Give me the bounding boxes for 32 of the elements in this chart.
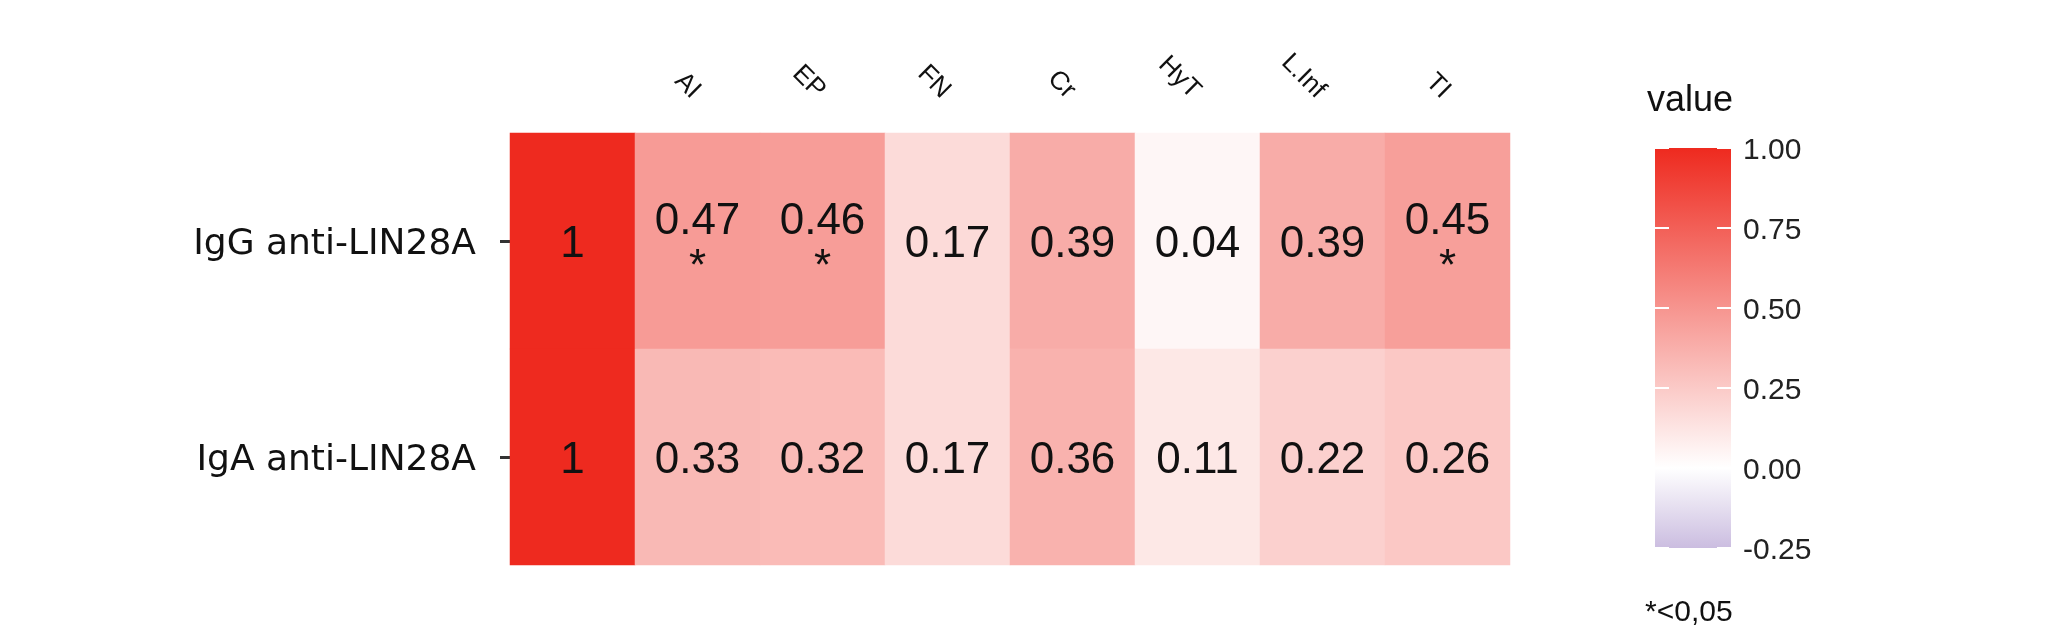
- x-tick-label: FN: [912, 57, 959, 104]
- color-bar-label: 0.25: [1743, 371, 1802, 405]
- x-tick-label: TI: [1420, 66, 1459, 104]
- data-label: 0.47 *: [654, 193, 741, 289]
- y-tick-label: IgA anti-LIN28A: [196, 436, 477, 478]
- color-bar-label: 0.00: [1743, 451, 1802, 485]
- data-label: 0.33: [654, 432, 741, 482]
- color-bar-label: -0.25: [1743, 531, 1812, 565]
- data-label: 0.32: [779, 432, 866, 482]
- data-label: 0.45 *: [1404, 193, 1491, 289]
- data-label: 1: [560, 432, 585, 482]
- data-label: 0.26: [1404, 432, 1491, 482]
- x-tick-label: HyT: [1153, 48, 1209, 104]
- data-label: 0.17: [904, 216, 991, 266]
- data-label: 0.22: [1279, 432, 1366, 482]
- x-tick-label: AI: [669, 65, 709, 104]
- data-label: 0.11: [1156, 432, 1239, 482]
- color-bar-label: 0.50: [1743, 291, 1802, 325]
- data-label: 0.17: [904, 432, 991, 482]
- color-bar-title: value: [1647, 77, 1734, 119]
- data-label: 1: [560, 216, 585, 266]
- data-label: 0.46 *: [779, 193, 866, 289]
- x-tick-label: EP: [787, 57, 834, 104]
- data-label: 0.36: [1029, 432, 1116, 482]
- data-label: 0.04: [1154, 216, 1241, 266]
- color-bar-label: 0.75: [1743, 211, 1802, 245]
- data-label: 0.39: [1029, 216, 1116, 266]
- y-tick-label: IgG anti-LIN28A: [193, 220, 477, 262]
- data-label: 0.39: [1279, 216, 1366, 266]
- x-tick-label: Cr: [1042, 63, 1084, 104]
- text: *<0,05: [1645, 593, 1733, 627]
- color-bar-label: 1.00: [1743, 131, 1802, 165]
